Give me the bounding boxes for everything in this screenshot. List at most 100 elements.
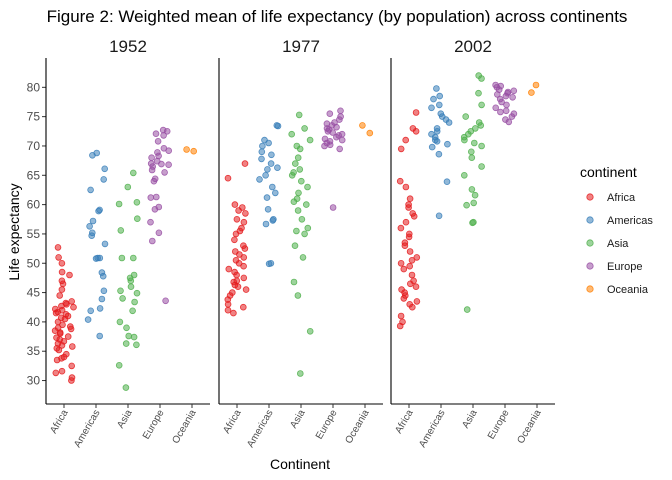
data-point <box>288 130 296 138</box>
y-axis: 30 35 40 45 50 55 60 65 70 75 80 <box>27 80 46 388</box>
data-point <box>467 148 475 156</box>
x-axis-label: Continent <box>270 456 330 472</box>
legend-title: continent <box>580 164 637 180</box>
data-point <box>497 108 504 116</box>
data-point <box>409 210 417 217</box>
data-point <box>123 324 130 332</box>
data-point <box>306 136 314 144</box>
data-point <box>295 189 302 197</box>
data-point <box>116 318 124 326</box>
data-point <box>401 239 409 247</box>
data-point <box>147 218 154 226</box>
data-point <box>502 107 510 115</box>
data-point <box>321 135 329 143</box>
data-point <box>293 195 301 203</box>
x-tick-label: Oceania <box>515 408 543 446</box>
data-point <box>467 128 475 135</box>
data-point <box>297 177 305 185</box>
data-point <box>331 119 338 126</box>
data-point <box>337 113 344 120</box>
y-tick-label: 70 <box>27 139 41 153</box>
y-tick-label: 75 <box>27 110 41 124</box>
data-point <box>240 274 248 282</box>
data-point <box>161 169 168 176</box>
data-point <box>122 340 130 347</box>
data-point <box>268 151 275 159</box>
data-point <box>92 255 100 262</box>
data-point <box>117 287 124 295</box>
data-point <box>56 292 63 299</box>
data-point <box>231 268 238 276</box>
data-point <box>475 89 482 97</box>
data-point <box>68 374 76 381</box>
y-tick-label: 55 <box>27 227 41 241</box>
y-tick-label: 65 <box>27 168 41 182</box>
data-point <box>475 72 483 79</box>
data-point <box>68 298 75 305</box>
x-tick-label: Africa <box>221 408 244 436</box>
data-point <box>470 199 478 207</box>
data-point <box>160 145 168 152</box>
data-point <box>87 186 94 194</box>
x-tick-label: Europe <box>314 408 340 442</box>
data-point <box>528 89 535 96</box>
y-tick-label: 50 <box>27 256 41 270</box>
data-point <box>134 215 141 223</box>
data-point <box>444 140 451 148</box>
data-point <box>463 201 470 209</box>
data-point <box>155 229 163 237</box>
data-point <box>306 327 314 335</box>
data-point <box>115 361 123 369</box>
data-point <box>290 278 298 286</box>
facet-strip-label: 1952 <box>109 37 147 56</box>
data-point <box>231 201 239 208</box>
data-point <box>413 254 421 261</box>
data-point <box>238 224 245 232</box>
data-point <box>155 203 163 211</box>
data-point <box>183 146 190 153</box>
data-point <box>147 160 155 167</box>
x-tick-label: Oceania <box>343 408 371 446</box>
data-point <box>405 201 412 208</box>
data-point <box>509 94 516 101</box>
data-point <box>271 189 279 197</box>
data-point <box>147 194 155 201</box>
data-point <box>239 204 246 211</box>
data-point <box>96 206 103 214</box>
data-point <box>93 149 100 157</box>
data-point <box>68 362 75 370</box>
data-point <box>100 176 107 183</box>
data-point <box>241 160 249 167</box>
data-point <box>406 262 414 270</box>
data-point <box>89 229 96 237</box>
data-point <box>428 104 435 112</box>
data-point <box>299 254 307 261</box>
data-point <box>471 191 479 199</box>
data-point <box>406 195 414 203</box>
data-point <box>159 126 167 134</box>
data-point <box>67 323 74 330</box>
data-point <box>62 299 70 307</box>
legend-key <box>586 216 594 224</box>
data-point <box>397 259 405 267</box>
data-point <box>302 201 310 208</box>
x-tick-label: Oceania <box>170 408 198 446</box>
data-point <box>153 193 160 201</box>
data-point <box>58 277 66 285</box>
data-point <box>298 216 306 223</box>
data-point <box>130 254 137 262</box>
data-point <box>268 183 276 191</box>
data-point <box>413 298 421 305</box>
data-point <box>293 142 301 150</box>
data-point <box>293 227 300 235</box>
data-point <box>58 268 66 276</box>
data-point <box>291 160 299 167</box>
data-point <box>127 283 135 291</box>
data-point <box>409 125 417 132</box>
data-point <box>510 87 518 95</box>
data-point <box>130 169 137 177</box>
data-point <box>101 165 108 173</box>
data-point <box>402 136 410 144</box>
y-tick-label: 40 <box>27 315 41 329</box>
data-point <box>337 107 344 115</box>
